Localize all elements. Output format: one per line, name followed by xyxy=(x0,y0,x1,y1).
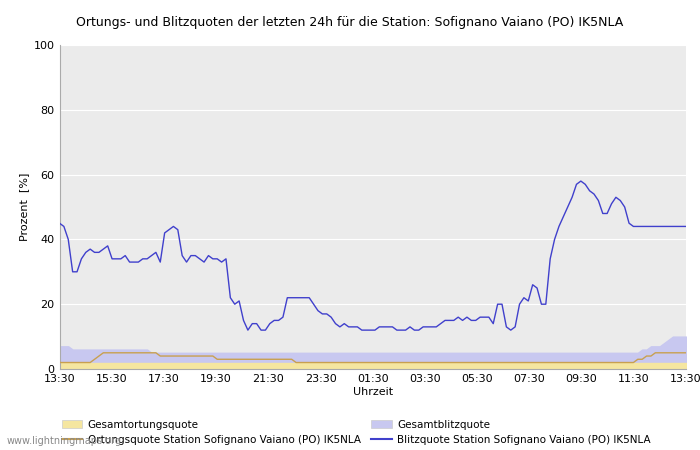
Text: Ortungs- und Blitzquoten der letzten 24h für die Station: Sofignano Vaiano (PO) : Ortungs- und Blitzquoten der letzten 24h… xyxy=(76,16,624,29)
Text: www.lightningmaps.org: www.lightningmaps.org xyxy=(7,436,122,446)
Y-axis label: Prozent  [%]: Prozent [%] xyxy=(20,173,29,241)
X-axis label: Uhrzeit: Uhrzeit xyxy=(353,387,393,396)
Legend: Gesamtortungsquote, Ortungsquote Station Sofignano Vaiano (PO) IK5NLA, Gesamtbli: Gesamtortungsquote, Ortungsquote Station… xyxy=(62,419,651,445)
